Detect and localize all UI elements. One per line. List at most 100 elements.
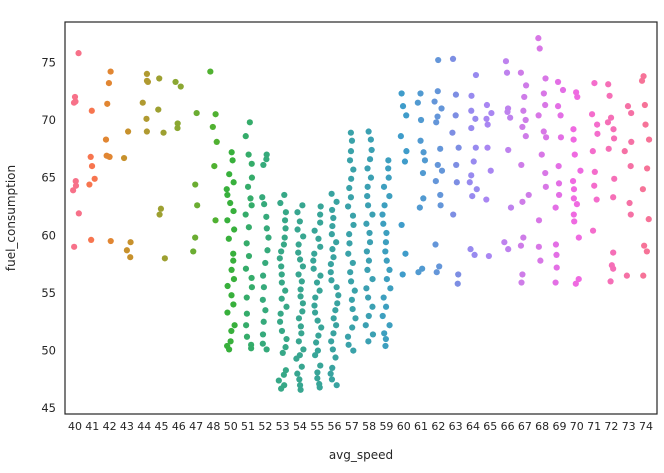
data-point-40-5 (72, 182, 80, 189)
data-point-47-1 (192, 181, 199, 188)
data-point-61-10 (415, 269, 422, 276)
data-point-58-16 (369, 276, 376, 283)
data-point-63-5 (453, 161, 460, 169)
y-tick-label-50: 50 (41, 344, 56, 358)
data-point-50-15 (224, 282, 231, 290)
data-point-57-0 (347, 129, 354, 136)
data-point-54-15 (295, 315, 303, 322)
data-point-57-22 (344, 333, 352, 340)
data-point-55-25 (316, 384, 323, 391)
x-tick-label-56: 56 (328, 420, 342, 433)
data-point-54-3 (294, 226, 301, 233)
data-point-50-23 (226, 346, 233, 353)
data-point-43-0 (124, 128, 132, 135)
data-point-69-3 (557, 112, 564, 119)
data-point-58-22 (369, 331, 377, 338)
x-tick-label-46: 46 (172, 420, 186, 433)
x-tick-label-64: 64 (466, 420, 480, 433)
data-point-62-5 (433, 119, 440, 126)
data-point-55-4 (315, 235, 322, 242)
data-point-67-9 (519, 198, 526, 205)
data-point-66-3 (504, 108, 511, 116)
data-point-71-6 (591, 182, 598, 189)
data-point-51-11 (245, 252, 253, 260)
data-point-68-3 (540, 90, 547, 97)
data-point-48-3 (213, 138, 220, 146)
data-point-55-19 (314, 347, 321, 354)
data-point-74-4 (645, 136, 653, 143)
data-point-59-5 (381, 202, 388, 209)
data-point-64-12 (471, 251, 478, 258)
data-point-52-7 (265, 234, 272, 241)
data-point-56-7 (329, 246, 336, 253)
data-point-52-4 (261, 201, 268, 208)
data-point-53-7 (278, 248, 285, 255)
data-point-48-1 (212, 111, 219, 118)
data-point-51-0 (246, 119, 253, 126)
data-point-42-1 (105, 80, 113, 87)
y-tick-label-65: 65 (41, 171, 56, 185)
data-point-74-3 (642, 121, 649, 128)
data-point-57-2 (347, 148, 355, 155)
data-point-73-0 (624, 103, 632, 110)
data-point-40-4 (72, 178, 79, 185)
data-point-50-11 (230, 250, 237, 257)
data-point-41-0 (88, 107, 95, 114)
data-point-48-5 (212, 217, 219, 224)
data-point-57-4 (350, 166, 357, 173)
data-point-59-21 (382, 342, 389, 350)
data-point-45-5 (161, 255, 168, 262)
x-tick-label-58: 58 (362, 420, 376, 433)
data-point-64-3 (472, 115, 479, 122)
data-point-59-6 (379, 211, 386, 218)
x-tick-label-45: 45 (155, 420, 169, 433)
data-point-40-7 (75, 210, 82, 217)
data-point-53-19 (282, 344, 289, 351)
data-point-52-3 (259, 194, 266, 201)
data-point-58-4 (364, 165, 371, 172)
x-tick-label-42: 42 (103, 420, 117, 433)
data-point-68-0 (535, 35, 542, 42)
data-point-53-25 (278, 385, 285, 392)
x-tick-label-65: 65 (483, 420, 497, 433)
data-point-68-13 (537, 257, 544, 264)
data-point-57-6 (346, 184, 353, 192)
data-point-54-19 (300, 346, 307, 353)
data-point-51-3 (248, 160, 255, 167)
data-point-53-6 (280, 241, 288, 248)
data-point-51-2 (245, 151, 252, 158)
y-tick-label-55: 55 (41, 286, 56, 300)
data-point-62-0 (435, 56, 442, 64)
data-point-61-6 (419, 169, 427, 177)
data-point-69-12 (552, 279, 559, 286)
y-axis-label: fuel_consumption (4, 165, 18, 271)
data-point-62-1 (434, 88, 441, 95)
data-point-53-9 (278, 263, 285, 270)
x-tick-label-70: 70 (570, 420, 584, 433)
data-point-62-12 (432, 241, 439, 248)
data-point-73-5 (626, 199, 633, 207)
data-point-69-2 (554, 103, 562, 110)
data-point-67-1 (522, 82, 530, 89)
data-point-62-10 (437, 191, 444, 199)
data-point-70-3 (570, 136, 577, 143)
data-point-63-8 (455, 271, 462, 278)
data-point-60-0 (398, 90, 405, 97)
data-point-54-5 (295, 241, 302, 248)
data-point-44-3 (139, 99, 146, 106)
data-point-51-4 (248, 174, 256, 181)
x-tick-label-71: 71 (587, 420, 601, 433)
data-point-72-9 (610, 249, 617, 256)
data-point-55-0 (317, 203, 324, 210)
data-point-64-1 (468, 92, 475, 99)
data-point-66-7 (501, 239, 508, 246)
data-point-57-11 (346, 231, 353, 238)
data-point-53-18 (283, 335, 290, 343)
data-point-70-4 (571, 151, 578, 158)
data-point-57-5 (348, 175, 355, 182)
data-point-50-7 (230, 207, 237, 215)
data-point-74-10 (640, 272, 647, 279)
data-point-55-20 (312, 352, 319, 359)
data-point-57-1 (348, 137, 356, 144)
data-point-52-1 (263, 156, 270, 163)
